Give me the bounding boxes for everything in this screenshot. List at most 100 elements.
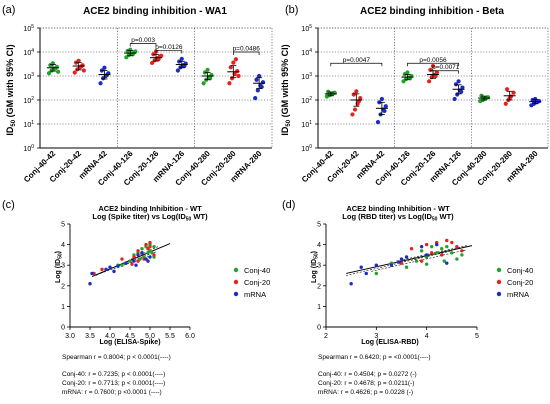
panel-b-title: ACE2 binding inhibition - Beta	[360, 6, 504, 17]
pvalue-bracket	[330, 62, 383, 67]
scatter-point-conj-40	[440, 247, 444, 251]
y-tick-label: 103	[301, 72, 312, 81]
scatter-point-mrna	[148, 255, 152, 259]
panel-d-stat-conj20: Conj-20: r = 0.4678; p = 0.0211(-)	[318, 380, 414, 387]
data-point-conj-20-126	[434, 70, 439, 75]
panel-a-data	[46, 47, 266, 101]
pvalue-bracket	[432, 70, 459, 74]
pvalue-label: p=0.0071	[432, 64, 460, 71]
y-tick-label: 101	[23, 120, 34, 129]
scatter-point-mrna	[424, 253, 429, 257]
data-point-mrna-280	[254, 77, 259, 82]
scatter-point-conj-20	[132, 255, 136, 259]
panel-a: (a) ACE2 binding inhibition - WA1 ID50 (…	[2, 4, 273, 188]
panel-b-xlabels: Conj-40-42Conj-20-42mRNA-42Conj-40-126Co…	[300, 149, 540, 188]
fit-line-spearman	[346, 245, 473, 274]
scatter-point-mrna	[124, 261, 128, 265]
scatter-point-conj-20	[130, 262, 134, 266]
data-point-mrna-280	[533, 96, 538, 102]
scatter-point-conj-40	[460, 253, 464, 257]
data-point-conj-20-42	[350, 112, 355, 117]
legend-mrna-label: mRNA	[244, 290, 266, 299]
data-point-conj-20-280	[503, 101, 508, 106]
pvalue-label: p=0.003	[131, 37, 155, 44]
scatter-point-mrna	[435, 242, 439, 247]
panel-c-ylabel: Log (ID50)	[55, 251, 64, 283]
legend-conj40-label: Conj-40	[244, 266, 270, 275]
scatter-point-mrna	[397, 260, 401, 264]
data-point-conj-20-280	[233, 57, 239, 62]
panel-d-stat-conj40: Conj-40: r = 0.4504; p = 0.0272 (-)	[318, 371, 417, 378]
scatter-point-conj-20	[120, 257, 124, 261]
data-point-mrna-42	[383, 104, 388, 109]
pvalue-bracket	[129, 43, 157, 47]
data-point-conj-40-126	[405, 70, 410, 75]
y-tick-label: 1	[61, 304, 65, 311]
legend-conj40-label: Conj-40	[507, 266, 533, 275]
scatter-point-mrna	[132, 259, 136, 263]
x-tick-label: 3	[374, 333, 378, 340]
scatter-point-conj-20	[409, 247, 414, 251]
scatter-point-conj-20	[450, 240, 454, 245]
data-point-conj-40-280	[201, 81, 206, 86]
scatter-point-conj-20	[100, 267, 104, 272]
x-tick-label: 2	[324, 333, 328, 340]
panel-c-title-line2: Log (Spike titer) vs Log(ID50 WT)	[92, 212, 208, 223]
data-point-conj-20-280	[236, 73, 241, 79]
scatter-point-conj-40	[414, 259, 419, 263]
panel-d-legend: Conj-40 Conj-20 mRNA	[496, 266, 533, 299]
scatter-point-conj-40	[450, 251, 454, 255]
y-tick-label: 0	[61, 325, 65, 332]
y-tick-label: 102	[301, 96, 312, 105]
panel-d-ylabel: Log (ID50)	[311, 251, 320, 283]
scatter-point-conj-20	[148, 244, 152, 249]
scatter-point-mrna	[136, 253, 140, 257]
panel-c-title-line1: ACE2 binding Inhibition - WT	[98, 204, 202, 213]
y-tick-label: 103	[23, 72, 34, 81]
data-point-conj-20-42	[351, 92, 356, 97]
x-tick-label: 5.5	[165, 333, 175, 340]
y-tick-label: 100	[23, 144, 34, 153]
scatter-point-conj-40	[435, 251, 439, 255]
scatter-point-conj-40	[445, 244, 449, 249]
scatter-point-mrna	[146, 259, 150, 263]
panel-b-yticks: 100 101 102 103 104 105	[301, 24, 318, 153]
y-tick-label: 5	[317, 222, 321, 229]
panel-a-ylabel: ID50 (GM with 95% CI)	[5, 44, 17, 135]
pvalue-label: p=0.0126	[155, 44, 183, 51]
data-point-mrna-42	[98, 81, 103, 86]
data-point-mrna-42	[102, 65, 107, 70]
data-point-conj-20-42	[354, 89, 359, 94]
scatter-point-conj-40	[140, 247, 144, 251]
scatter-point-mrna	[116, 264, 120, 268]
scatter-point-conj-20	[419, 259, 424, 263]
panel-a-xlabels: Conj-40-42Conj-20-42mRNA-42Conj-40-126Co…	[22, 149, 264, 188]
y-tick-label: 105	[23, 24, 34, 33]
y-tick-label: 5	[61, 222, 65, 229]
scatter-point-conj-20	[455, 244, 459, 249]
y-tick-label: 1	[317, 304, 321, 311]
y-tick-label: 2	[61, 283, 65, 290]
panel-d-letter: (d)	[282, 199, 295, 211]
y-tick-label: 4	[317, 242, 321, 249]
pvalue-bracket	[232, 51, 260, 55]
y-tick-label: 4	[61, 242, 65, 249]
y-tick-label: 102	[23, 96, 34, 105]
panel-d-fits	[346, 245, 473, 276]
data-point-conj-20-126	[430, 63, 436, 69]
panel-b-ylabel: ID50 (GM with 95% CI)	[280, 44, 292, 135]
scatter-point-mrna	[88, 282, 92, 286]
panel-c-stat-mrna: mRNA: r = 0.7600; p <0.0001 (----)	[62, 389, 162, 396]
data-point-mrna-280	[259, 84, 264, 90]
pvalue-label: p=0.0486	[233, 46, 261, 53]
panel-b-grid	[317, 27, 549, 149]
scatter-point-mrna	[90, 271, 94, 276]
data-point-conj-40-42	[46, 71, 52, 76]
pvalue-bracket	[407, 62, 459, 67]
x-tick-label: 3.5	[85, 333, 95, 340]
legend-conj20-label: Conj-20	[507, 278, 533, 287]
legend-conj20-marker	[233, 279, 239, 285]
pvalue-label: p=0.0056	[419, 57, 447, 64]
